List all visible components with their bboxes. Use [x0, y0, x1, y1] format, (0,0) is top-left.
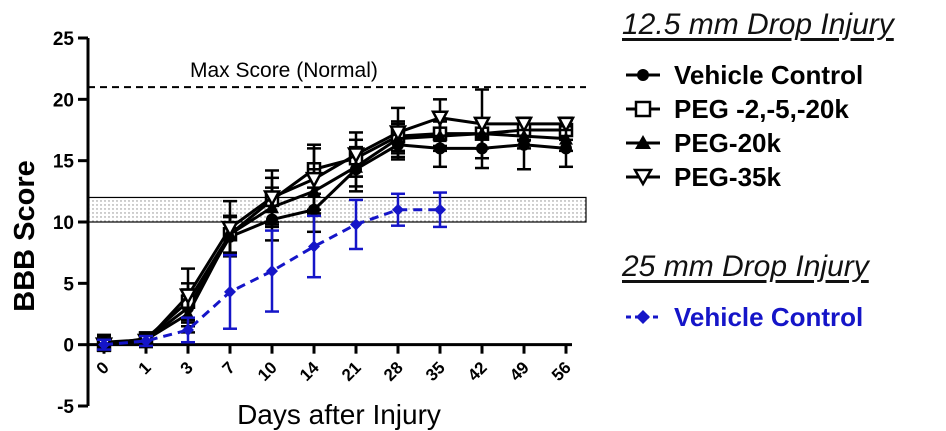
legend-symbol-circle [626, 69, 660, 81]
marker-triangle-up [559, 131, 573, 145]
legend-label: Vehicle Control [674, 59, 864, 90]
y-axis-label: BBB Score [9, 160, 41, 312]
legend-symbol-triangle-up [626, 135, 660, 149]
marker-diamond [392, 203, 404, 216]
y-tick-label: -5 [57, 397, 74, 418]
x-tick-label: 3 [177, 358, 197, 378]
y-tick-label: 0 [63, 336, 74, 357]
x-tick-label: 0 [93, 358, 113, 378]
legend-label: Vehicle Control [674, 301, 864, 332]
marker-diamond [98, 338, 110, 351]
y-tick-label: 15 [53, 152, 75, 173]
legend-label: PEG-20k [674, 127, 781, 158]
series-line [103, 116, 566, 347]
x-tick-label: 14 [296, 358, 323, 385]
marker-triangle-down [430, 110, 450, 128]
legend-symbol-square [626, 100, 660, 118]
marker-triangle-up [517, 129, 531, 143]
bbb-score-chart: Max Score (Normal) -5 0 5 10 15 20 25 BBB Score 0… [9, 29, 587, 430]
marker-triangle-down [556, 116, 576, 134]
marker-diamond [266, 265, 278, 278]
max-score-label: Max Score (Normal) [190, 59, 378, 82]
y-tick-label: 5 [63, 274, 74, 295]
marker-triangle-down [220, 220, 240, 238]
legend-item: PEG -2,-5,-20k [622, 94, 849, 124]
marker-diamond [308, 240, 320, 253]
legend-item: PEG-35k [622, 162, 781, 192]
marker-diamond [140, 334, 152, 347]
legend-label: PEG -2,-5,-20k [674, 93, 849, 124]
legend-item: Vehicle Control [622, 60, 863, 90]
x-axis-label: Days after Injury [237, 399, 441, 430]
shaded-band [87, 196, 587, 223]
y-tick-label: 20 [53, 90, 74, 111]
x-tick-label: 42 [464, 358, 491, 385]
legend-symbol-triangle-down [626, 168, 660, 187]
legend-item: Vehicle Control [622, 302, 863, 332]
y-tick-label: 10 [53, 213, 74, 234]
y-tick-label: 25 [53, 29, 75, 50]
marker-diamond [350, 218, 362, 231]
x-tick-label: 1 [135, 358, 155, 378]
marker-triangle-down [262, 190, 282, 208]
x-tick-label: 35 [422, 358, 449, 385]
x-tick-label: 10 [254, 358, 281, 385]
marker-diamond [224, 285, 236, 298]
legend-heading-25mm: 25 mm Drop Injury [622, 250, 869, 283]
marker-triangle-down [346, 147, 366, 165]
marker-triangle-down [388, 125, 408, 143]
legend-symbol-diamond [626, 310, 660, 324]
legend-item: PEG-20k [622, 128, 781, 158]
marker-diamond [434, 203, 446, 216]
marker-triangle-down [472, 116, 492, 134]
marker-triangle-down [304, 171, 324, 189]
x-tick-label: 28 [380, 358, 407, 385]
marker-triangle-down [178, 288, 198, 306]
x-tick-label: 21 [338, 358, 365, 385]
x-tick-label: 56 [548, 358, 575, 385]
x-tick-label: 7 [219, 358, 239, 378]
legend-label: PEG-35k [674, 161, 781, 192]
x-tick-label: 49 [506, 358, 533, 385]
marker-triangle-down [514, 116, 534, 134]
marker-diamond [182, 323, 194, 336]
legend-heading-12-5mm: 12.5 mm Drop Injury [622, 8, 894, 41]
